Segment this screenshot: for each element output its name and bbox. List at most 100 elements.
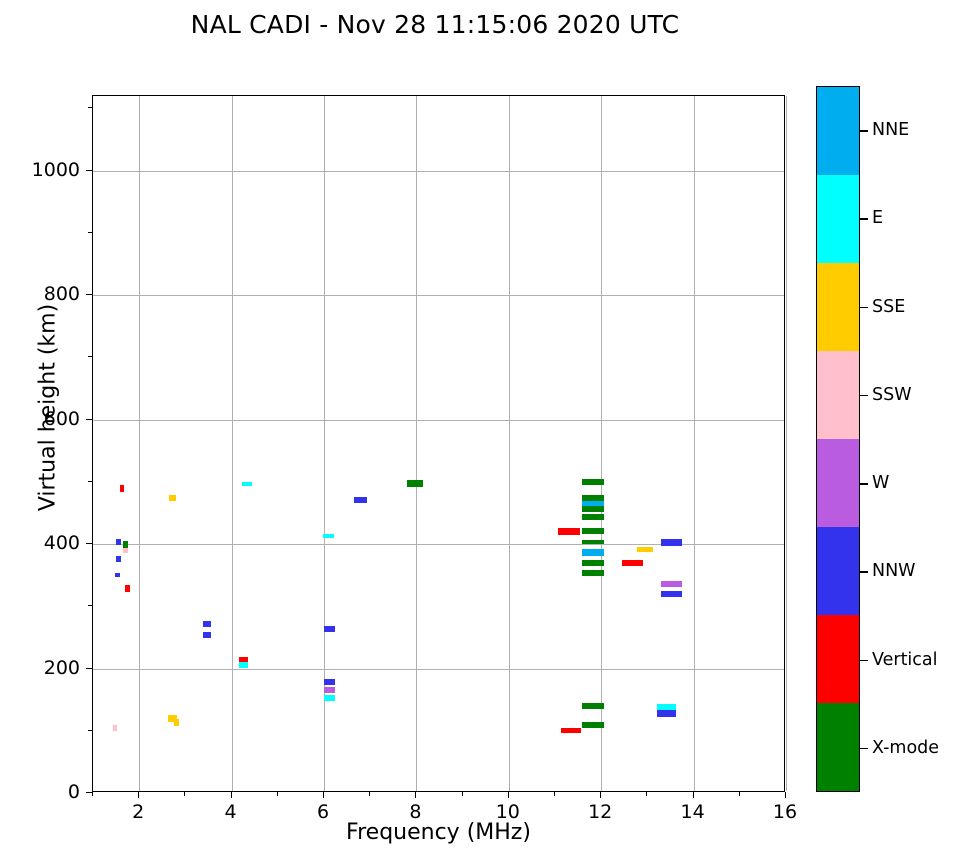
- data-mark: [582, 549, 605, 557]
- y-axis-tick-label: 1000: [31, 158, 80, 181]
- data-mark: [168, 715, 177, 723]
- data-mark: [582, 559, 605, 566]
- gridline-vertical: [231, 96, 233, 791]
- colorbar-segment-nnw[interactable]: [817, 527, 859, 615]
- data-mark: [125, 584, 130, 592]
- y-axis-tick: [86, 418, 92, 420]
- data-mark: [168, 495, 177, 502]
- y-axis-tick-label: 800: [43, 283, 80, 306]
- y-axis-tick: [86, 543, 92, 545]
- data-mark: [661, 538, 682, 546]
- data-mark: [582, 513, 605, 520]
- y-axis-tick-label: 400: [43, 532, 80, 555]
- y-axis-minor-tick: [88, 729, 92, 731]
- colorbar-tick-label: W: [872, 473, 890, 494]
- data-mark: [123, 541, 128, 550]
- colorbar-segment-e[interactable]: [817, 175, 859, 263]
- gridline-horizontal: [93, 295, 784, 297]
- data-mark: [239, 656, 248, 663]
- data-mark: [407, 480, 423, 488]
- y-axis-tick: [86, 792, 92, 793]
- y-axis-tick: [86, 169, 92, 171]
- data-mark: [582, 500, 605, 506]
- colorbar-segment-nne[interactable]: [817, 87, 859, 175]
- x-axis-tick: [600, 792, 602, 798]
- gridline-vertical: [601, 96, 603, 791]
- plot-inner: [93, 96, 787, 791]
- x-axis-minor-tick: [184, 792, 186, 796]
- x-axis-tick-label: 2: [132, 801, 145, 823]
- data-mark: [203, 620, 212, 627]
- data-mark: [582, 721, 605, 728]
- x-axis-tick: [138, 792, 140, 798]
- data-mark: [657, 704, 677, 712]
- x-axis-tick: [415, 792, 417, 798]
- data-mark: [661, 590, 682, 597]
- colorbar-tick-label: NNW: [872, 561, 916, 582]
- x-axis-minor-tick: [92, 792, 93, 796]
- colorbar-tick-label: SSW: [872, 384, 912, 405]
- colorbar-tick-label: X-mode: [872, 737, 940, 758]
- data-mark: [622, 559, 643, 566]
- data-mark: [239, 661, 248, 668]
- x-axis-minor-tick: [276, 792, 278, 796]
- y-axis-tick-label: 600: [43, 407, 80, 430]
- colorbar-tick-label: SSE: [872, 296, 906, 317]
- data-mark: [582, 478, 605, 485]
- colorbar-tick: [860, 394, 868, 397]
- colorbar-tick: [860, 130, 868, 132]
- data-mark: [119, 484, 125, 492]
- data-mark: [557, 528, 580, 536]
- data-mark: [661, 580, 682, 587]
- colorbar-tick: [860, 306, 868, 309]
- colorbar-segment-vertical[interactable]: [817, 615, 859, 703]
- gridline-horizontal: [93, 544, 784, 546]
- colorbar-segment-sse[interactable]: [817, 263, 859, 351]
- colorbar-segment-x-mode[interactable]: [817, 703, 859, 791]
- x-axis-minor-tick: [461, 792, 463, 796]
- gridline-vertical: [508, 96, 510, 791]
- x-axis-tick: [507, 792, 509, 798]
- y-axis-minor-tick: [88, 356, 92, 358]
- data-mark: [115, 556, 121, 562]
- data-mark: [324, 695, 336, 702]
- gridline-horizontal: [93, 668, 784, 670]
- data-mark: [353, 496, 367, 503]
- data-mark: [636, 547, 654, 553]
- x-axis-tick-label: 14: [680, 801, 705, 823]
- data-mark: [582, 570, 605, 577]
- y-axis-minor-tick: [88, 480, 92, 482]
- x-axis-tick: [323, 792, 324, 798]
- data-mark: [114, 573, 121, 578]
- data-mark: [203, 631, 212, 638]
- data-mark: [582, 702, 605, 709]
- y-axis-tick-label: 200: [43, 656, 80, 679]
- colorbar-tick: [860, 483, 868, 485]
- y-axis-tick: [86, 667, 92, 669]
- x-axis-tick: [692, 792, 694, 798]
- colorbar-tick: [860, 571, 868, 573]
- colorbar[interactable]: [816, 86, 860, 792]
- y-axis-tick: [86, 294, 92, 296]
- data-mark: [582, 505, 605, 512]
- colorbar-segment-w[interactable]: [817, 439, 859, 527]
- data-mark: [322, 533, 335, 538]
- data-mark: [324, 679, 336, 686]
- x-axis-label: Frequency (MHz): [346, 820, 531, 845]
- data-mark: [173, 719, 179, 727]
- y-axis-tick-label: 0: [67, 781, 80, 803]
- gridline-vertical: [786, 96, 787, 791]
- colorbar-segment-ssw[interactable]: [817, 351, 859, 439]
- x-axis-tick-label: 6: [316, 801, 330, 823]
- x-axis-tick-label: 4: [224, 801, 237, 823]
- y-axis-minor-tick: [88, 231, 92, 233]
- gridline-horizontal: [93, 419, 784, 421]
- data-mark: [324, 686, 336, 693]
- data-mark: [582, 495, 605, 502]
- x-axis-minor-tick: [738, 792, 740, 796]
- plot-area[interactable]: [92, 95, 787, 792]
- gridline-vertical: [416, 96, 418, 791]
- y-axis-minor-tick: [88, 605, 92, 607]
- x-axis-tick-label: 12: [588, 801, 613, 823]
- x-axis-tick: [230, 792, 232, 798]
